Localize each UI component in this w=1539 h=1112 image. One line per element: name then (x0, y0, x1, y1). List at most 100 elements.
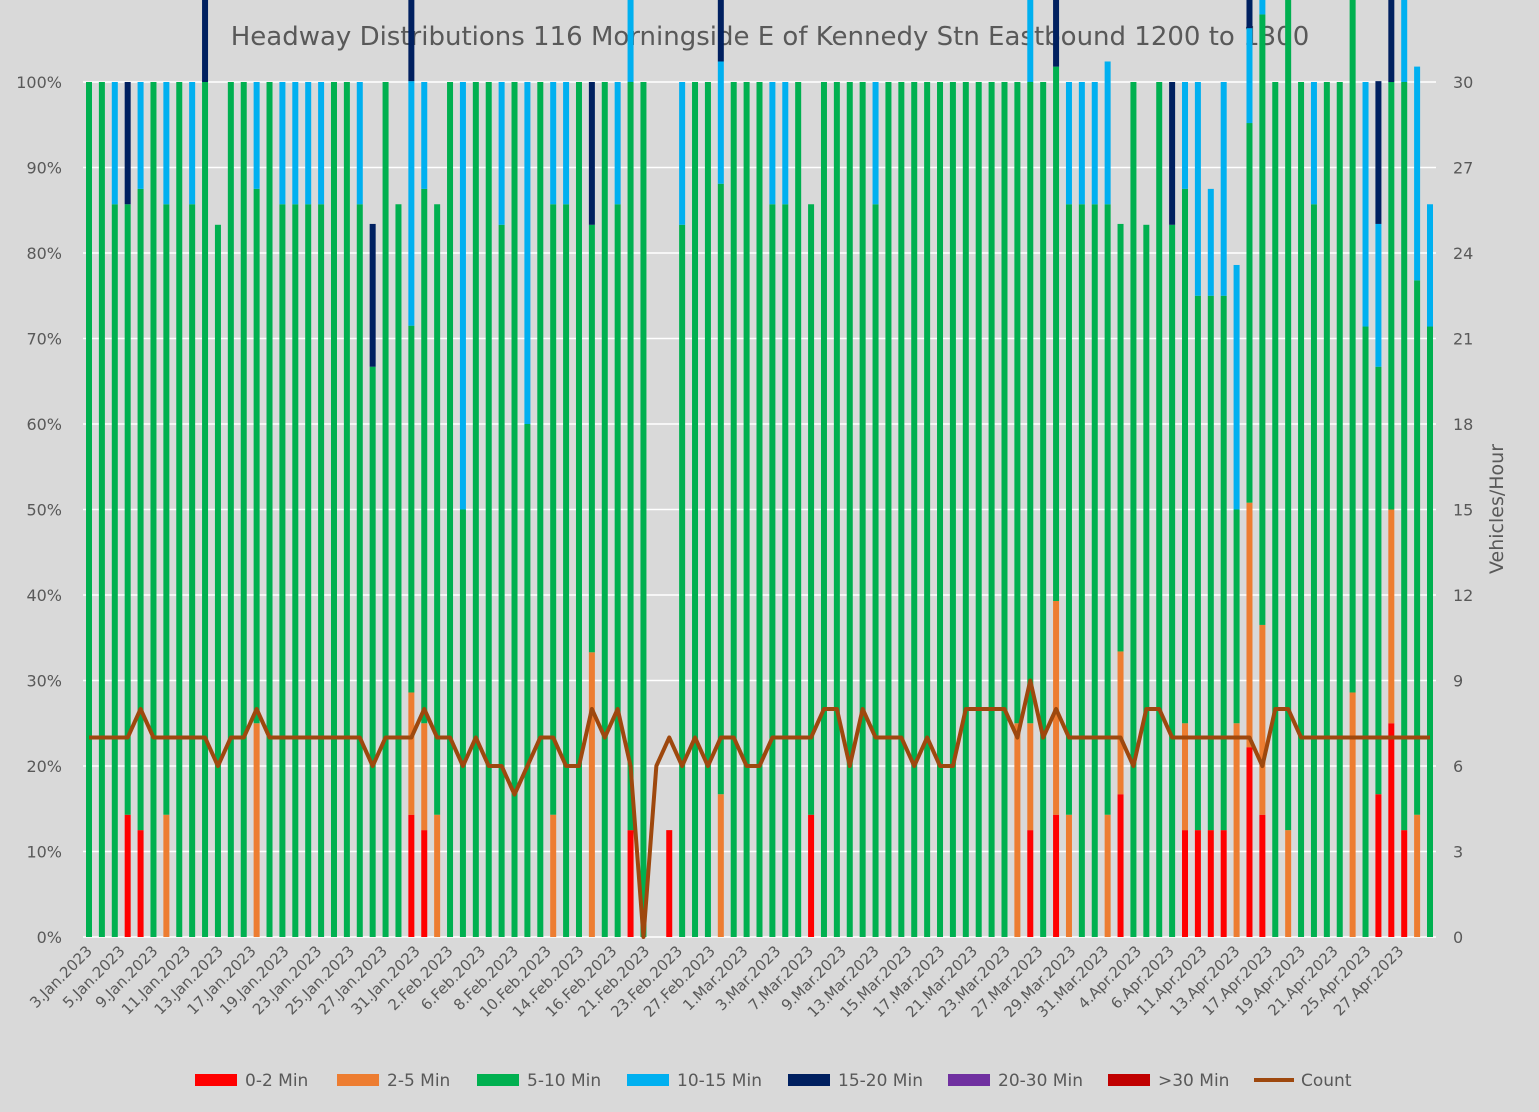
count-line (89, 678, 1430, 939)
bar-segment (1117, 223, 1124, 652)
bar-segment (1233, 723, 1240, 937)
bar-segment (1104, 814, 1111, 937)
bar-segment (1014, 82, 1021, 724)
bar-segment (395, 204, 402, 937)
bar-segment (1091, 204, 1098, 937)
bar-segment (434, 814, 441, 937)
legend: 0-2 Min 2-5 Min 5-10 Min 10-15 Min 15-20 Min… (195, 1071, 1352, 1091)
bar-segment (1246, 747, 1253, 937)
legend-label: >30 Min (1158, 1071, 1229, 1091)
bar-segment (1310, 204, 1317, 937)
bar-segment (1027, 0, 1034, 82)
y-tick-label: 0% (37, 928, 62, 947)
y-tick-label: 60% (26, 415, 62, 434)
bar-segment (356, 82, 363, 205)
bar-segment (330, 82, 337, 937)
bar-segment (1065, 204, 1072, 815)
bar-segment (1246, 123, 1253, 503)
bar-segment (1233, 264, 1240, 510)
bar-segment (124, 204, 131, 815)
bar-segment (1053, 66, 1060, 601)
bar-segment (833, 82, 840, 937)
bar-segment (1233, 509, 1240, 724)
bar-segment (588, 224, 595, 653)
bar-segment (1375, 366, 1382, 795)
y2-tick-label: 0 (1453, 928, 1463, 947)
bar-segment (1401, 82, 1408, 831)
bar-segment (163, 814, 170, 937)
bar-segment (1246, 0, 1253, 29)
bar-segment (949, 82, 956, 937)
chart-title: Headway Distributions 116 Morningside E … (231, 22, 1310, 52)
bar-segment (279, 82, 286, 205)
bar-segment (124, 814, 131, 937)
bar-segment (305, 82, 312, 205)
bar-segment (86, 82, 92, 937)
bar-segment (1182, 82, 1189, 189)
bar-segment (1414, 814, 1421, 937)
bar-segment (1388, 0, 1395, 82)
bar-segment (782, 82, 789, 205)
bar-segment (1117, 794, 1124, 937)
bar-segment (472, 82, 479, 937)
bar-segment (1375, 81, 1382, 224)
bar-segment (1207, 830, 1214, 938)
bar-segment (1027, 830, 1034, 938)
bar-segment (1414, 66, 1421, 281)
bar-segment (1427, 204, 1433, 327)
y-tick-label: 100% (16, 73, 62, 92)
bar-segment (459, 509, 466, 937)
bar-segment (498, 82, 505, 225)
bar-segment (666, 830, 673, 938)
bar-segment (911, 82, 918, 937)
bar-segment (1220, 82, 1227, 296)
y-tick-label: 10% (26, 843, 62, 862)
bar-segment (1362, 82, 1369, 327)
bar-segment (485, 82, 492, 937)
bar-segment (859, 82, 866, 937)
bar-segment (1065, 814, 1072, 937)
bar-segment (1104, 61, 1111, 205)
bar-segment (343, 82, 350, 937)
bar-segment (1053, 814, 1060, 937)
bar-segment (717, 183, 724, 795)
bar-segment (575, 82, 582, 937)
bar-segment (111, 82, 118, 205)
bar-segment (550, 82, 557, 205)
y2-tick-label: 21 (1453, 330, 1473, 349)
bar-segment (795, 82, 802, 937)
bar-segment (614, 204, 621, 937)
bar-segment (292, 204, 299, 937)
y-tick-label: 90% (26, 159, 62, 178)
bar-segment (782, 204, 789, 937)
bar-segment (808, 814, 815, 937)
bar-segment (563, 204, 570, 937)
bar-segment (524, 424, 531, 937)
bar-segment (408, 81, 415, 326)
bar-segment (756, 82, 763, 937)
bar-segment (421, 188, 428, 724)
bar-segment (356, 204, 363, 937)
bar-segment (1272, 82, 1279, 937)
bar-segment (885, 82, 892, 937)
legend-label: 10-15 Min (677, 1071, 762, 1091)
bar-segment (1285, 830, 1292, 938)
bar-segment (408, 692, 415, 815)
bar-segment (614, 82, 621, 205)
bar-segment (1388, 723, 1395, 937)
bar-segment (1207, 295, 1214, 831)
bar-segment (1375, 794, 1382, 937)
legend-swatch (195, 1074, 237, 1086)
y-tick-label: 30% (26, 672, 62, 691)
bar-segment (1259, 14, 1266, 625)
bar-segment (98, 82, 105, 937)
bar-segment (292, 82, 299, 205)
bar-segment (692, 82, 699, 937)
bar-segment (640, 82, 647, 937)
legend-swatch (948, 1074, 990, 1086)
bar-segment (305, 204, 312, 937)
bar-segment (459, 82, 466, 510)
bar-segment (872, 82, 879, 205)
bar-segment (962, 82, 969, 937)
bar-segment (1246, 28, 1253, 124)
